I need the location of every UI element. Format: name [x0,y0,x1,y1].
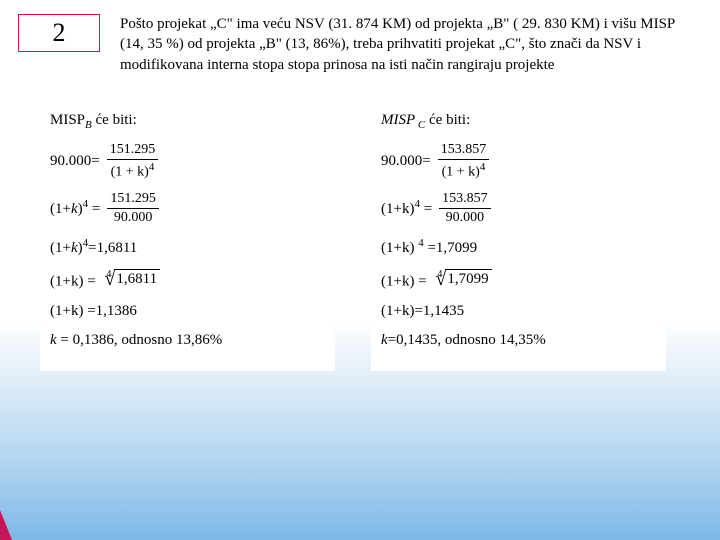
misp-c-sub: C [415,119,425,131]
c-eq1: 90.000= 153.857 (1 + k)4 [381,142,658,181]
c-eq5: (1+k)=1,1435 [381,302,658,322]
c-eq4-radical: 4 √ 1,7099 [430,269,491,290]
slide-content: 2 Pošto projekat „C" ima veću NSV (31. 8… [0,0,720,371]
b-eq2: (1+k)4 = 151.295 90.000 [50,191,327,226]
slide-number: 2 [53,18,66,48]
c-eq6: k=0,1435, odnosno 14,35% [381,331,658,351]
c-eq3: (1+k) 4 =1,7099 [381,236,658,259]
math-columns: MISPB će biti: 90.000= 151.295 (1 + k)4 … [0,75,720,371]
b-eq1-num: 151.295 [107,142,159,158]
misp-c-prefix: MISP [381,112,415,128]
c-eq1-den: (1 + k)4 [439,161,489,181]
b-eq5: (1+k) =1,1386 [50,302,327,322]
c-eq2-frac: 153.857 90.000 [439,191,491,226]
c-eq1-frac: 153.857 (1 + k)4 [438,142,490,181]
b-eq2-den: 90.000 [111,210,156,226]
c-eq4: (1+k) = 4 √ 1,7099 [381,269,658,292]
misp-c-column: MISP C će biti: 90.000= 153.857 (1 + k)4… [371,103,666,371]
b-eq4-radical: 4 √ 1,6811 [99,269,160,290]
b-eq2-frac: 151.295 90.000 [107,191,159,226]
b-eq3: (1+k)4=1,6811 [50,236,327,259]
c-eq1-lhs: 90.000= [381,152,431,172]
misp-b-suffix: će biti: [92,112,137,128]
b-eq6: k = 0,1386, odnosno 13,86% [50,331,327,351]
number-box: 2 [18,14,100,52]
b-eq1-lhs: 90.000= [50,152,100,172]
c-eq2: (1+k)4 = 153.857 90.000 [381,191,658,226]
c-eq2-lhs: (1+k)4 = [381,197,432,220]
c-eq1-num: 153.857 [438,142,490,158]
b-eq2-lhs: (1+k)4 = [50,197,100,220]
misp-b-sub: B [85,119,92,131]
b-eq2-num: 151.295 [107,191,159,207]
b-eq1-frac: 151.295 (1 + k)4 [107,142,159,181]
accent-corner [0,510,12,540]
misp-c-heading: MISP C će biti: [381,111,658,132]
misp-b-prefix: MISP [50,112,85,128]
misp-c-suffix: će biti: [425,112,470,128]
c-eq2-den: 90.000 [443,210,488,226]
b-eq4-lhs: (1+k) = [50,273,99,289]
c-eq2-num: 153.857 [439,191,491,207]
misp-b-heading: MISPB će biti: [50,111,327,132]
title-paragraph: Pošto projekat „C" ima veću NSV (31. 874… [120,14,720,75]
b-eq1-den: (1 + k)4 [108,161,158,181]
b-eq1: 90.000= 151.295 (1 + k)4 [50,142,327,181]
misp-b-column: MISPB će biti: 90.000= 151.295 (1 + k)4 … [40,103,335,371]
b-eq4: (1+k) = 4 √ 1,6811 [50,269,327,292]
header-row: 2 Pošto projekat „C" ima veću NSV (31. 8… [0,0,720,75]
c-eq4-lhs: (1+k) = [381,273,427,289]
